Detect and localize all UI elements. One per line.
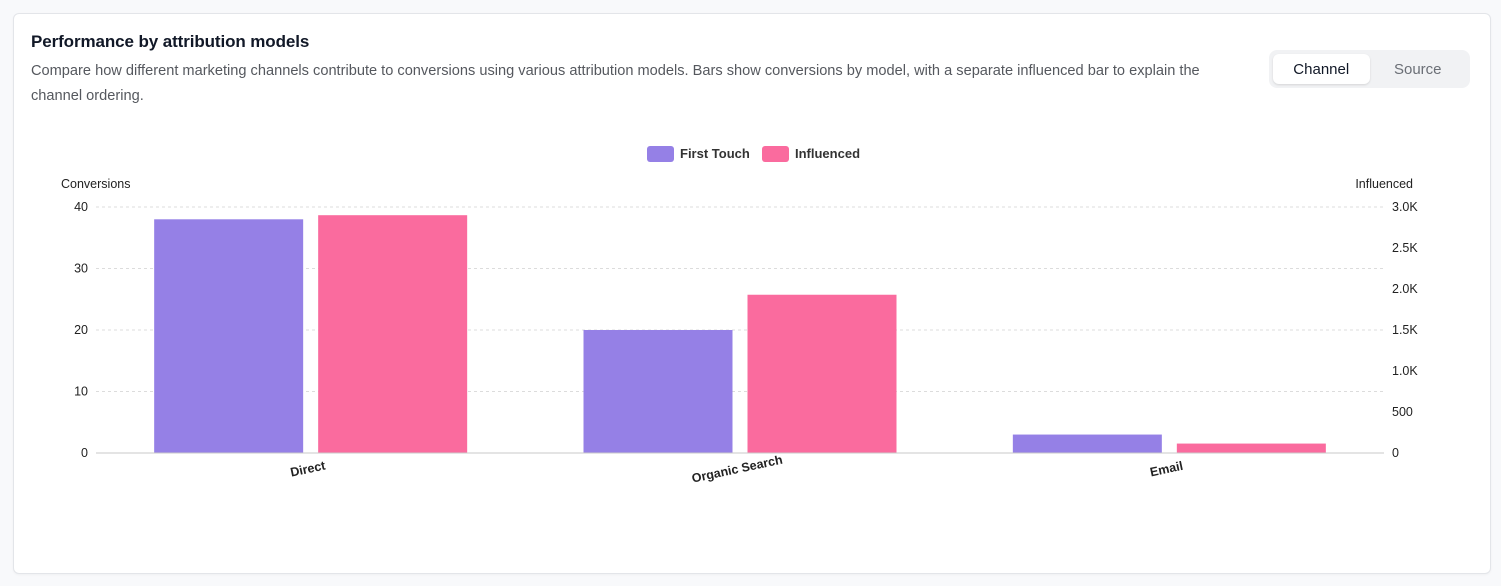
bar-influenced-direct[interactable] — [318, 215, 468, 453]
bar-influenced-email[interactable] — [1176, 443, 1326, 453]
y-tick-label: 40 — [74, 200, 88, 214]
toggle-channel-button[interactable]: Channel — [1273, 54, 1370, 84]
y-tick-label: 0 — [81, 446, 88, 460]
bar-influenced-organic-search[interactable] — [747, 294, 897, 453]
y2-tick-label: 0 — [1392, 446, 1399, 460]
y2-tick-label: 3.0K — [1392, 200, 1418, 214]
view-toggle: Channel Source — [1269, 50, 1470, 88]
bar-first-touch-email[interactable] — [1012, 434, 1162, 453]
x-category-label: Direct — [289, 458, 327, 479]
legend-label[interactable]: First Touch — [680, 146, 750, 161]
bar-first-touch-direct[interactable] — [154, 219, 304, 453]
x-category-label: Organic Search — [691, 453, 784, 486]
y2-axis-title: Influenced — [1355, 177, 1413, 191]
legend-swatch — [762, 146, 789, 162]
card-title: Performance by attribution models — [31, 32, 310, 51]
y2-tick-label: 1.0K — [1392, 364, 1418, 378]
y-axis-title: Conversions — [61, 177, 130, 191]
toggle-source-button[interactable]: Source — [1393, 60, 1442, 78]
y-tick-label: 30 — [74, 262, 88, 276]
y2-tick-label: 1.5K — [1392, 323, 1418, 337]
y2-tick-label: 500 — [1392, 405, 1413, 419]
axes: 0 10 20 30 40 0 500 1.0K 1.5K 2.0K 2.5K 3.0K Convers… — [61, 177, 1418, 486]
y2-tick-label: 2.0K — [1392, 282, 1418, 296]
legend-label[interactable]: Influenced — [795, 146, 860, 161]
bars — [154, 215, 1326, 453]
card-description: Compare how different marketing channels… — [31, 63, 1200, 104]
y-tick-label: 20 — [74, 323, 88, 337]
x-category-label: Email — [1149, 459, 1185, 480]
legend: First Touch Influenced — [647, 146, 860, 162]
y-tick-label: 10 — [74, 385, 88, 399]
y2-tick-label: 2.5K — [1392, 241, 1418, 255]
bar-first-touch-organic-search[interactable] — [583, 330, 733, 453]
legend-swatch — [647, 146, 674, 162]
